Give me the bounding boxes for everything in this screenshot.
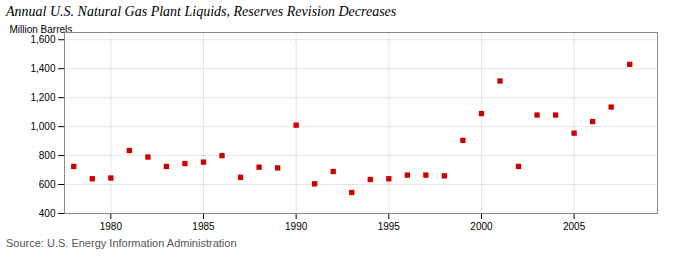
svg-text:1,000: 1,000 <box>30 121 55 132</box>
svg-text:1,400: 1,400 <box>30 63 55 74</box>
svg-text:1980: 1980 <box>100 221 123 232</box>
svg-text:1985: 1985 <box>192 221 215 232</box>
svg-text:600: 600 <box>39 179 56 190</box>
svg-text:1990: 1990 <box>285 221 308 232</box>
svg-text:800: 800 <box>39 150 56 161</box>
svg-text:2000: 2000 <box>470 221 493 232</box>
svg-text:1,200: 1,200 <box>30 92 55 103</box>
svg-text:400: 400 <box>39 208 56 219</box>
svg-text:2005: 2005 <box>563 221 586 232</box>
svg-text:Million Barrels: Million Barrels <box>10 24 73 35</box>
html-text:Source: U.S. Energy Informatio: Source: U.S. Energy Information Administ… <box>6 237 237 249</box>
html-text:Annual U.S. Natural Gas Plant: Annual U.S. Natural Gas Plant Liquids, R… <box>6 4 397 19</box>
svg-text:1,600: 1,600 <box>30 34 55 45</box>
svg-text:1995: 1995 <box>378 221 401 232</box>
